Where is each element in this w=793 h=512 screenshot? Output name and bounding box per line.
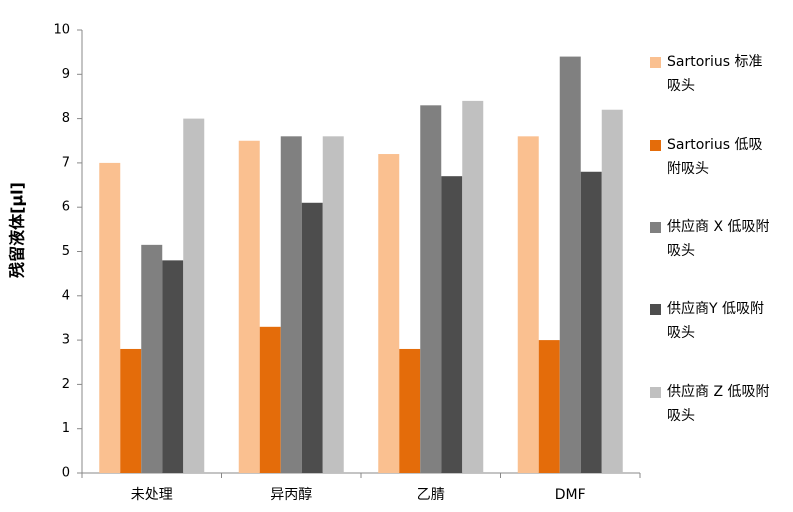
- bar: [141, 244, 163, 473]
- x-tick-label: 异丙醇: [270, 486, 312, 503]
- bar: [378, 154, 400, 474]
- bar: [280, 136, 302, 473]
- y-tick-label: 7: [62, 155, 70, 170]
- bar: [462, 100, 484, 473]
- y-tick-label: 2: [62, 377, 70, 392]
- legend-label: Sartorius 标准吸头: [667, 54, 763, 94]
- y-tick-label: 4: [62, 288, 70, 303]
- legend-item: 供应商Y 低吸附吸头: [650, 297, 785, 345]
- bar: [259, 326, 281, 473]
- x-tick-label: DMF: [555, 487, 586, 503]
- y-tick-label: 0: [62, 466, 70, 481]
- y-tick-label: 5: [62, 244, 70, 259]
- legend-swatch: [650, 140, 661, 151]
- bar: [238, 140, 260, 473]
- legend-swatch: [650, 57, 661, 68]
- bar: [120, 348, 142, 473]
- x-tick-label: 乙腈: [417, 487, 445, 503]
- y-tick-label: 9: [62, 67, 70, 82]
- y-axis-label: 残留液体[µl]: [8, 182, 27, 278]
- legend-label: 供应商 Z 低吸附吸头: [667, 384, 770, 424]
- bar: [301, 202, 323, 473]
- bar: [399, 348, 421, 473]
- legend-swatch: [650, 304, 661, 315]
- x-tick-label: 未处理: [131, 487, 173, 503]
- bar: [162, 260, 184, 473]
- legend-item: Sartorius 标准吸头: [650, 50, 785, 98]
- legend-label: 供应商Y 低吸附吸头: [667, 301, 765, 341]
- bar: [441, 176, 463, 473]
- bar: [559, 56, 581, 474]
- bar: [322, 136, 344, 473]
- legend-swatch: [650, 222, 661, 233]
- legend-item: 供应商 Z 低吸附吸头: [650, 380, 785, 428]
- legend-label: 供应商 X 低吸附吸头: [667, 219, 770, 259]
- legend-swatch: [650, 387, 661, 398]
- bar: [99, 162, 121, 473]
- y-tick-label: 8: [62, 111, 70, 126]
- bar: [538, 340, 560, 473]
- bar: [420, 105, 442, 473]
- bar: [580, 171, 602, 473]
- y-tick-label: 3: [62, 333, 70, 348]
- y-tick-label: 10: [53, 23, 70, 38]
- legend-item: 供应商 X 低吸附吸头: [650, 215, 785, 263]
- y-tick-label: 6: [62, 200, 70, 215]
- y-tick-label: 1: [62, 421, 70, 436]
- bar: [183, 118, 205, 473]
- bar: [517, 136, 539, 473]
- legend-label: Sartorius 低吸附吸头: [667, 137, 763, 177]
- legend-item: Sartorius 低吸附吸头: [650, 133, 785, 181]
- bar: [601, 109, 623, 474]
